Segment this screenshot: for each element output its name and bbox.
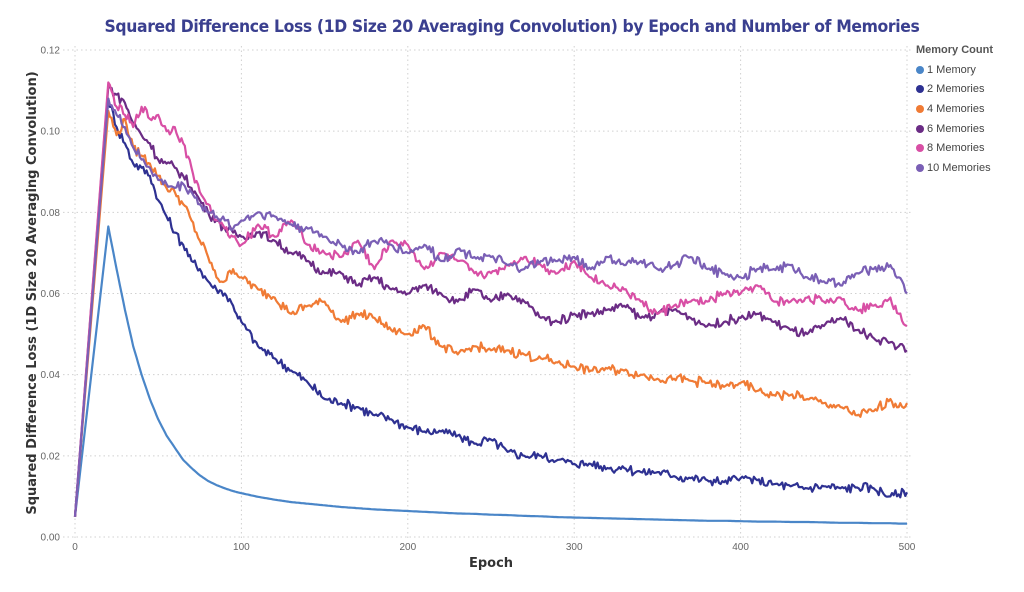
series-lines [73, 81, 908, 525]
legend-marker-icon [916, 163, 924, 172]
y-tick-label: 0.10 [41, 127, 61, 138]
x-tick-label: 0 [72, 542, 78, 553]
x-tick-label: 500 [899, 542, 916, 553]
x-axis-ticks: 0 100 200 300 400 500 [72, 542, 916, 553]
legend-label: 6 Memories [927, 122, 985, 135]
x-tick-label: 100 [233, 542, 250, 553]
legend-label: 8 Memories [927, 142, 985, 155]
y-tick-label: 0.04 [41, 370, 61, 381]
x-tick-label: 200 [399, 542, 416, 553]
y-tick-label: 0.06 [41, 289, 61, 300]
legend-marker-icon [916, 144, 924, 153]
legend-item-8-memories[interactable]: 8 Memories [916, 138, 993, 158]
series-line-1-memory [73, 225, 907, 525]
legend-label: 1 Memory [927, 63, 976, 76]
series-line-6-memories [73, 85, 908, 517]
chart-title: Squared Difference Loss (1D Size 20 Aver… [104, 17, 920, 37]
legend-item-10-memories[interactable]: 10 Memories [916, 158, 993, 178]
legend-marker-icon [916, 104, 924, 113]
series-line-10-memories [73, 97, 908, 517]
x-axis-title: Epoch [469, 556, 513, 571]
x-tick-label: 400 [732, 542, 749, 553]
legend-item-2-memories[interactable]: 2 Memories [916, 80, 993, 100]
legend-item-1-memory[interactable]: 1 Memory [916, 60, 993, 80]
legend: Memory Count 1 Memory 2 Memories 4 Memorie… [916, 44, 993, 178]
y-tick-label: 0.02 [41, 451, 61, 462]
y-tick-label: 0.00 [41, 533, 61, 544]
legend-item-6-memories[interactable]: 6 Memories [916, 119, 993, 139]
legend-marker-icon [916, 124, 924, 133]
legend-item-4-memories[interactable]: 4 Memories [916, 99, 993, 119]
y-axis-ticks: 0.00 0.02 0.04 0.06 0.08 0.10 0.12 [41, 46, 61, 544]
legend-title: Memory Count [916, 44, 993, 56]
legend-label: 2 Memories [927, 83, 985, 96]
legend-marker-icon [916, 65, 924, 74]
x-tick-label: 300 [566, 542, 583, 553]
y-tick-label: 0.12 [41, 46, 61, 57]
legend-label: 10 Memories [927, 161, 991, 174]
legend-label: 4 Memories [927, 102, 985, 115]
series-line-4-memories [73, 109, 908, 517]
series-line-2-memories [73, 97, 908, 517]
y-axis-title: Squared Difference Loss (1D Size 20 Aver… [25, 71, 40, 514]
legend-marker-icon [916, 85, 924, 94]
y-tick-label: 0.08 [41, 208, 61, 219]
